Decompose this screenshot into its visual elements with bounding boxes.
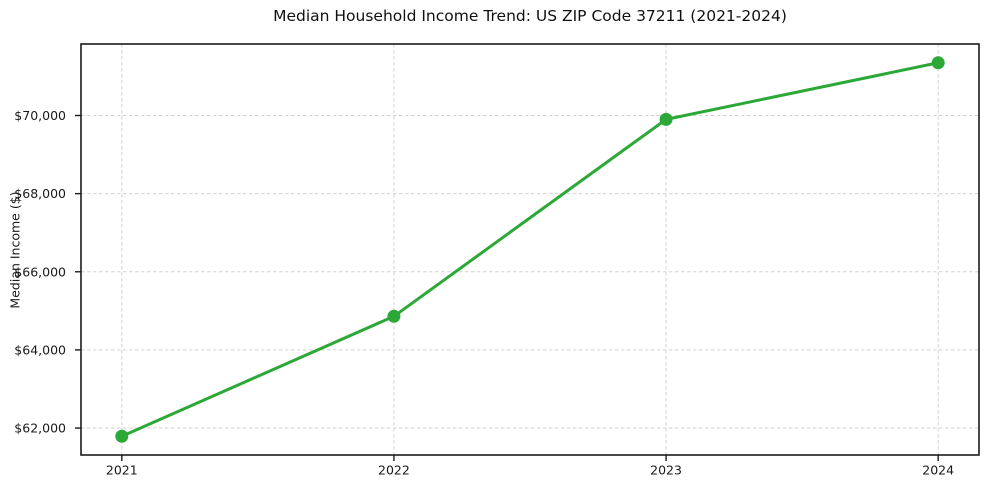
- y-tick-label: $62,000: [14, 421, 66, 436]
- x-tick-label: 2021: [106, 463, 138, 478]
- y-tick-label: $66,000: [14, 264, 66, 279]
- y-tick-label: $64,000: [14, 342, 66, 357]
- data-point-2021: [115, 429, 129, 443]
- x-tick-label: 2022: [378, 463, 410, 478]
- chart-title: Median Household Income Trend: US ZIP Co…: [273, 7, 787, 25]
- y-tick-label: $70,000: [14, 108, 66, 123]
- data-point-2024: [931, 56, 945, 70]
- data-point-2023: [659, 112, 673, 126]
- data-point-2022: [387, 309, 401, 323]
- income-line-series: [120, 61, 940, 438]
- y-tick-label: $68,000: [14, 186, 66, 201]
- x-tick-label: 2023: [650, 463, 682, 478]
- plot-border: [80, 43, 980, 456]
- x-tick-label: 2024: [922, 463, 954, 478]
